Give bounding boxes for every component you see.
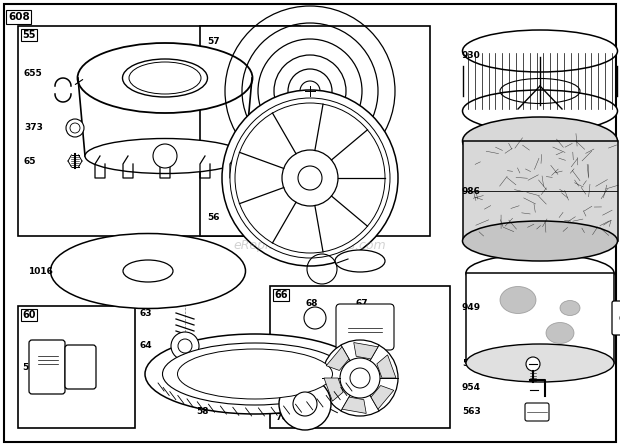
Polygon shape [326,347,349,371]
Text: 65: 65 [24,157,37,165]
Circle shape [279,378,331,430]
Text: 59: 59 [22,363,35,372]
Text: 986: 986 [462,186,481,195]
Text: 76: 76 [275,413,288,422]
Bar [18,306,135,428]
Ellipse shape [335,250,385,272]
Bar [200,26,430,236]
Bar [463,141,618,241]
Text: 63: 63 [140,310,153,318]
FancyBboxPatch shape [65,345,96,389]
Text: 608: 608 [8,12,30,22]
Circle shape [153,144,177,168]
Ellipse shape [463,221,618,261]
Ellipse shape [466,254,614,292]
Text: 954: 954 [462,384,481,392]
Text: 60: 60 [22,310,35,320]
Text: 930: 930 [462,51,480,61]
Text: 58: 58 [196,406,208,416]
FancyBboxPatch shape [525,403,549,421]
Ellipse shape [123,260,173,282]
Circle shape [298,166,322,190]
FancyBboxPatch shape [29,340,65,394]
Circle shape [171,332,199,360]
Circle shape [70,123,80,133]
Polygon shape [371,385,394,409]
Text: 655: 655 [24,70,43,78]
Polygon shape [377,355,396,378]
Ellipse shape [123,59,208,97]
Ellipse shape [466,344,614,382]
Ellipse shape [162,343,347,405]
Circle shape [526,357,540,371]
Polygon shape [354,343,378,359]
Text: 57: 57 [207,37,219,45]
Circle shape [235,103,385,253]
Text: 58A: 58A [290,248,309,257]
Text: 70: 70 [330,362,342,371]
Circle shape [222,90,398,266]
Polygon shape [324,378,343,401]
Text: eReplacementParts.com: eReplacementParts.com [234,240,386,252]
Ellipse shape [145,334,365,414]
Text: 68: 68 [305,300,317,309]
Text: 67: 67 [355,300,368,309]
Ellipse shape [85,139,245,173]
Circle shape [293,392,317,416]
Ellipse shape [129,62,201,94]
Circle shape [322,340,398,416]
Circle shape [350,368,370,388]
Circle shape [178,339,192,353]
Circle shape [340,358,380,398]
Ellipse shape [50,234,246,309]
Text: 56: 56 [207,214,219,223]
Text: 55: 55 [22,30,35,40]
Ellipse shape [463,90,618,132]
FancyBboxPatch shape [612,301,620,335]
Text: 563: 563 [462,406,480,416]
Ellipse shape [500,286,536,314]
Text: 373: 373 [24,124,43,132]
Text: 66: 66 [274,290,288,300]
Text: 1016: 1016 [28,267,53,276]
Circle shape [66,119,84,137]
Ellipse shape [78,43,252,113]
Circle shape [304,307,326,329]
Ellipse shape [177,349,332,399]
Text: 64: 64 [140,342,153,351]
Polygon shape [342,397,366,413]
Text: 949: 949 [462,303,481,313]
FancyBboxPatch shape [336,304,394,350]
Bar [270,286,450,428]
Ellipse shape [463,30,618,72]
Text: 71: 71 [278,362,291,371]
Text: 563A: 563A [462,359,488,368]
Circle shape [282,150,338,206]
Bar [18,26,300,236]
Circle shape [230,98,390,258]
Bar [466,273,614,363]
Ellipse shape [560,301,580,315]
Ellipse shape [463,117,618,165]
Ellipse shape [546,322,574,343]
